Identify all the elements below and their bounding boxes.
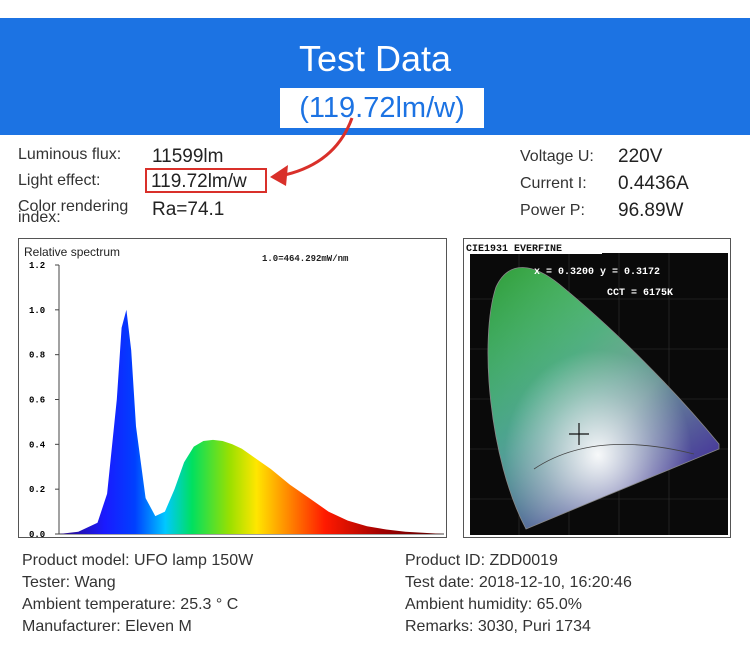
y-tick-label: 0.8 — [29, 351, 45, 361]
chromaticity-point — [569, 423, 589, 445]
cri-label-line1: Color rendering — [18, 198, 129, 215]
cie-coordinates: x = 0.3200 y = 0.3172 — [534, 267, 660, 278]
voltage-value: 220V — [618, 146, 663, 167]
product-id: Product ID: ZDD0019 — [405, 552, 558, 569]
ambient-temperature: Ambient temperature: 25.3 ° C — [22, 596, 239, 613]
spectrum-chart: Relative spectrum 1.0=464.292mW/nm 1.2 1.… — [18, 238, 447, 540]
y-tick-label: 1.0 — [29, 306, 45, 316]
spectrum-plot: Relative spectrum 1.0=464.292mW/nm 1.2 1.… — [24, 245, 444, 540]
cri-label-line2: index: — [18, 209, 61, 226]
spectrum-scale-annotation: 1.0=464.292mW/nm — [262, 254, 349, 264]
cri-value: Ra=74.1 — [152, 199, 225, 220]
remarks: Remarks: 3030, Puri 1734 — [405, 618, 591, 635]
y-tick-label: 0.6 — [29, 396, 45, 406]
luminous-flux-value: 11599lm — [152, 146, 224, 167]
tester: Tester: Wang — [22, 574, 116, 591]
page-title: Test Data — [298, 38, 452, 79]
y-tick-label: 0.4 — [29, 440, 46, 450]
cri-label: Color rendering index: — [18, 198, 129, 226]
cie-cct: CCT = 6175K — [607, 288, 673, 299]
cie-plot: CIE1931 EVERFINE x = 0.3200 y = 0.3172 C… — [464, 241, 728, 535]
manufacturer: Manufacturer: Eleven M — [22, 618, 192, 635]
planckian-locus — [533, 444, 695, 470]
current-label: Current I: — [520, 175, 587, 192]
ambient-humidity: Ambient humidity: 65.0% — [405, 596, 582, 613]
voltage-label: Voltage U: — [520, 148, 594, 165]
y-tick-label: 0.0 — [29, 530, 45, 539]
power-label: Power P: — [520, 202, 585, 219]
luminous-flux-label: Luminous flux: — [18, 146, 122, 163]
test-date: Test date: 2018-12-10, 16:20:46 — [405, 574, 632, 591]
light-effect-highlight — [145, 168, 267, 193]
light-effect-label: Light effect: — [18, 172, 101, 189]
spectrum-area — [59, 309, 444, 534]
cie-title: CIE1931 EVERFINE — [466, 244, 562, 255]
header-banner: Test Data (119.72lm/w) — [0, 18, 750, 135]
y-tick-label: 1.2 — [29, 261, 45, 271]
power-value: 96.89W — [618, 200, 684, 221]
product-model: Product model: UFO lamp 150W — [22, 552, 254, 569]
current-value: 0.4436A — [618, 173, 689, 194]
cie-chart: CIE1931 EVERFINE x = 0.3200 y = 0.3172 C… — [463, 238, 731, 538]
efficacy-badge: (119.72lm/w) — [280, 88, 484, 128]
spectrum-title: Relative spectrum — [24, 245, 120, 259]
y-tick-label: 0.2 — [29, 485, 45, 495]
light-effect-value: 119.72lm/w — [151, 171, 247, 192]
